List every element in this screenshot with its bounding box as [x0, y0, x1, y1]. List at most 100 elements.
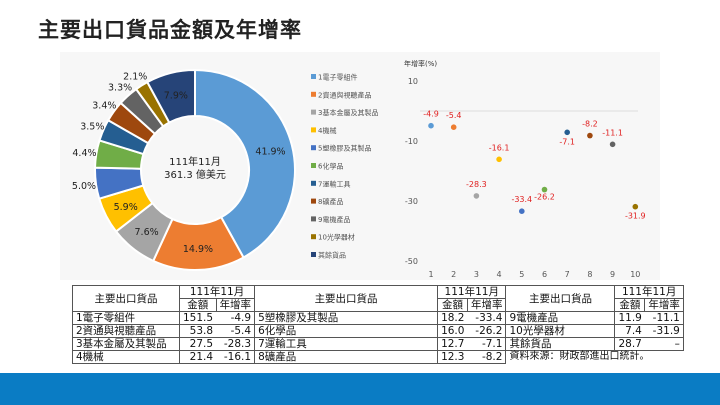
x-tick: 2: [451, 270, 456, 279]
header-item: 主要出口貨品: [254, 285, 439, 312]
point-label: -33.4: [511, 195, 532, 204]
growth-value: -33.4: [467, 311, 507, 325]
header-period: 111年11月: [178, 285, 256, 299]
item-name: 4機械: [72, 350, 180, 364]
pie-slice: [194, 68, 296, 259]
x-tick: 9: [610, 270, 615, 279]
header-amount: 金額: [437, 298, 468, 312]
x-tick: 4: [497, 270, 502, 279]
scatter-point: [564, 129, 570, 136]
header-period: 111年11月: [614, 285, 684, 299]
charts: 41.9% 14.9% 7.6% 5.9% 5.0% 4.4% 3.5% 3.4% 3.3%2.…: [72, 59, 646, 279]
growth-value: -11.1: [644, 311, 684, 325]
pie-label: 3.5%: [80, 121, 104, 132]
scatter-point: [450, 124, 457, 130]
legend-entry: 2資通與視聽產品: [318, 90, 371, 99]
legend-swatch: [311, 180, 316, 186]
legend-swatch: [311, 252, 316, 257]
amount-value: 28.7: [614, 337, 645, 351]
scatter-point: [609, 141, 616, 148]
header-period: 111年11月: [437, 285, 507, 299]
legend-swatch: [311, 198, 316, 204]
growth-value: -31.9: [644, 324, 684, 338]
amount-value: 12.7: [437, 337, 468, 351]
item-name: 其餘貨品: [505, 337, 616, 351]
export-table: 主要出口貨品 111年11月 主要出口貨品 111年11月 主要出口貨品 111年11月金…: [72, 285, 684, 364]
y-axis-title: 年增率(%): [404, 59, 437, 68]
amount-value: 151.5: [179, 311, 217, 325]
table-row: 2資通與視聽產品 53.8 -5.4 6化學品 16.0 -26.2 10光學器材 7.4 -3…: [72, 324, 684, 338]
legend-swatch: [311, 234, 316, 240]
growth-value: -7.1: [467, 337, 507, 351]
header-item: 主要出口貨品: [505, 285, 616, 312]
pie-label: 7.9%: [164, 90, 188, 101]
scatter-point: [541, 186, 548, 193]
amount-value: 21.4: [179, 350, 217, 364]
header-amount: 金額: [179, 298, 217, 312]
header-growth: 年增率: [466, 298, 507, 312]
scatter-point: [496, 156, 502, 163]
pie-label: 41.9%: [255, 146, 285, 157]
point-label: -4.9: [423, 110, 439, 119]
item-name: 1電子零組件: [72, 311, 180, 325]
item-name: 9電機產品: [505, 311, 616, 325]
point-label: -8.2: [582, 120, 598, 129]
table-row: 4機械 21.4 -16.1 8礦產品 12.3 -8.2 資料來源：財政部進出口統計。: [72, 350, 684, 364]
growth-value: -26.2: [467, 324, 507, 338]
legend-swatch: [311, 216, 316, 222]
scatter-point: [587, 132, 593, 139]
point-label: -11.1: [602, 128, 623, 137]
pie-label: 2.1%: [123, 71, 147, 82]
x-tick: 1: [428, 270, 433, 279]
y-tick: -50: [405, 257, 418, 266]
growth-value: -28.3: [216, 337, 256, 351]
source-note: 資料來源：財政部進出口統計。: [509, 351, 650, 363]
y-tick: -30: [405, 197, 418, 206]
item-name: 8礦產品: [254, 350, 439, 364]
item-name: 2資通與視聽產品: [72, 324, 180, 338]
point-label: -7.1: [559, 137, 575, 146]
point-label: -31.9: [625, 212, 646, 221]
scatter-point: [519, 208, 525, 214]
center-label-total: 361.3 億美元: [164, 168, 226, 181]
item-name: 10光學器材: [505, 324, 616, 338]
header-growth: 年增率: [644, 298, 684, 312]
x-tick: 3: [474, 270, 479, 279]
x-tick: 8: [587, 270, 592, 279]
legend-swatch: [311, 109, 316, 115]
x-tick: 5: [519, 270, 524, 279]
x-tick: 7: [565, 270, 570, 279]
page-title: 主要出口貨品金額及年增率: [38, 18, 302, 42]
legend-swatch: [311, 74, 316, 79]
legend-swatch: [311, 127, 316, 133]
growth-value: -16.1: [216, 350, 256, 364]
pie-label: 7.6%: [135, 227, 159, 238]
growth-value: -5.4: [216, 324, 256, 338]
center-label-period: 111年11月: [169, 155, 221, 168]
pie-slice: [145, 68, 196, 124]
x-tick: 10: [630, 270, 640, 279]
legend-entry: 9電機產品: [318, 215, 350, 224]
point-label: -16.1: [489, 143, 510, 152]
pie-label: 4.4%: [72, 148, 96, 159]
legend-swatch: [311, 145, 316, 151]
point-label: -28.3: [466, 180, 487, 189]
amount-value: 16.0: [437, 324, 468, 338]
pie-label: 3.3%: [108, 83, 132, 94]
item-name: 3基本金屬及其製品: [72, 337, 180, 351]
amount-value: 7.4: [614, 324, 645, 338]
legend-entry: 7運輸工具: [318, 179, 350, 188]
amount-value: 11.9: [614, 311, 645, 325]
pie-label: 3.4%: [92, 100, 116, 111]
bottom-bar: [0, 373, 720, 405]
legend-swatch: [311, 91, 316, 97]
header-item: 主要出口貨品: [72, 285, 180, 312]
scatter-point: [473, 193, 480, 199]
pie-label: 5.9%: [114, 202, 138, 213]
legend-entry: 1電子零組件: [318, 73, 357, 82]
table-row: 1電子零組件 151.5 -4.9 5塑橡膠及其製品 18.2 -33.4 9電機產品 11.…: [72, 311, 684, 325]
x-tick: 6: [542, 270, 547, 279]
amount-value: 12.3: [437, 350, 468, 364]
legend-entry: 4機械: [318, 126, 336, 135]
point-label: -5.4: [446, 111, 462, 120]
